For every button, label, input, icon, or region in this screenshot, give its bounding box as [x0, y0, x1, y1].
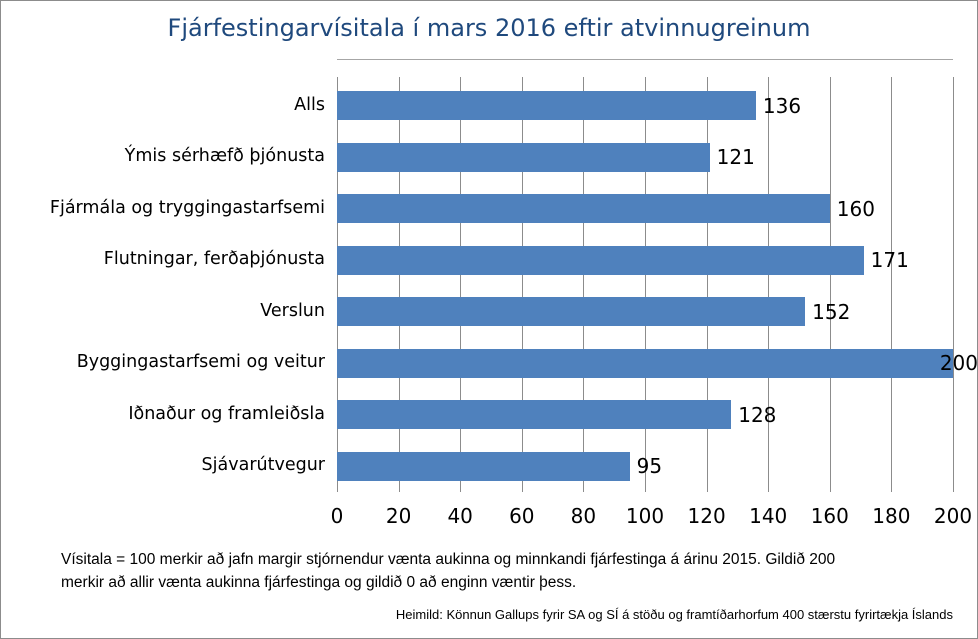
gridline [645, 77, 646, 492]
bar [337, 142, 710, 172]
bar-row: 160 [337, 183, 953, 235]
footnote-line: merkir að allir vænta aukinna fjárfestin… [61, 574, 577, 591]
gridline [706, 77, 708, 492]
x-tick-label: 200 [933, 504, 973, 528]
bar [337, 91, 756, 121]
category-label: Byggingastarfsemi og veitur [76, 352, 325, 373]
category-label: Iðnaður og framleiðsla [128, 403, 325, 424]
bar-row: 121 [337, 132, 953, 184]
gridline [953, 77, 954, 492]
x-tick-label: 20 [385, 504, 412, 528]
bar-value-label: 160 [836, 196, 875, 221]
x-tick-label: 100 [625, 504, 665, 528]
gridline [337, 77, 338, 492]
x-tick-label: 80 [570, 504, 597, 528]
x-tick-label: 160 [810, 504, 849, 528]
bars: 136 121 160 171 152 200 128 95 [337, 80, 977, 493]
bar [337, 400, 732, 430]
gridline [768, 77, 770, 492]
category-label: Sjávarútvegur [201, 455, 325, 476]
bar [337, 297, 806, 327]
bar-value-label: 200 [939, 351, 978, 376]
category-label: Flutningar, ferðaþjónusta [103, 249, 325, 270]
footnote: Vísitala = 100 merkir að jafn margir stj… [61, 548, 835, 594]
category-label: Fjármála og tryggingastarfsemi [49, 197, 325, 218]
bar-value-label: 95 [636, 454, 663, 479]
gridline [398, 77, 400, 492]
chart-title: Fjárfestingarvísitala í mars 2016 eftir … [167, 14, 811, 42]
x-tick-label: 40 [447, 504, 473, 528]
bar-row: 171 [337, 235, 953, 287]
bar [337, 245, 864, 275]
gridline [460, 77, 462, 492]
x-tick-label: 0 [330, 504, 344, 528]
plot-area: 136 121 160 171 152 200 128 95 [337, 59, 977, 493]
value-axis-labels: 0 20 40 60 80 100 120 140 160 180 200 [331, 504, 972, 532]
bar-row: 128 [337, 389, 953, 441]
x-tick-label: 180 [872, 504, 911, 528]
bar-value-label: 152 [812, 299, 851, 324]
category-label: Alls [294, 94, 325, 115]
x-tick-label: 120 [687, 504, 726, 528]
source-credit: Heimild: Könnun Gallups fyrir SA og SÍ á… [395, 607, 953, 622]
gridline [829, 77, 831, 492]
category-label: Verslun [260, 300, 325, 321]
bar-row: 152 [337, 286, 953, 338]
gridline [583, 77, 585, 492]
bar-value-label: 121 [716, 145, 755, 170]
bar-value-label: 171 [870, 248, 909, 273]
category-label: Ýmis sérhæfð þjónusta [124, 146, 325, 167]
bar-value-label: 128 [738, 402, 777, 427]
x-tick-label: 140 [749, 504, 788, 528]
x-tick-label: 60 [509, 504, 535, 528]
bar [337, 348, 953, 378]
bar-value-label: 136 [762, 93, 802, 118]
gridline [891, 77, 893, 492]
gridline [521, 77, 523, 492]
category-axis-labels: Alls Ýmis sérhæfð þjónusta Fjármála og try… [1, 79, 325, 491]
bar-row: 95 [337, 441, 953, 493]
bar [337, 194, 830, 224]
footnote-line: Vísitala = 100 merkir að jafn margir stj… [61, 551, 836, 568]
bar [337, 451, 630, 481]
bar-row: 136 [337, 80, 953, 132]
bar-row: 200 [337, 338, 977, 390]
